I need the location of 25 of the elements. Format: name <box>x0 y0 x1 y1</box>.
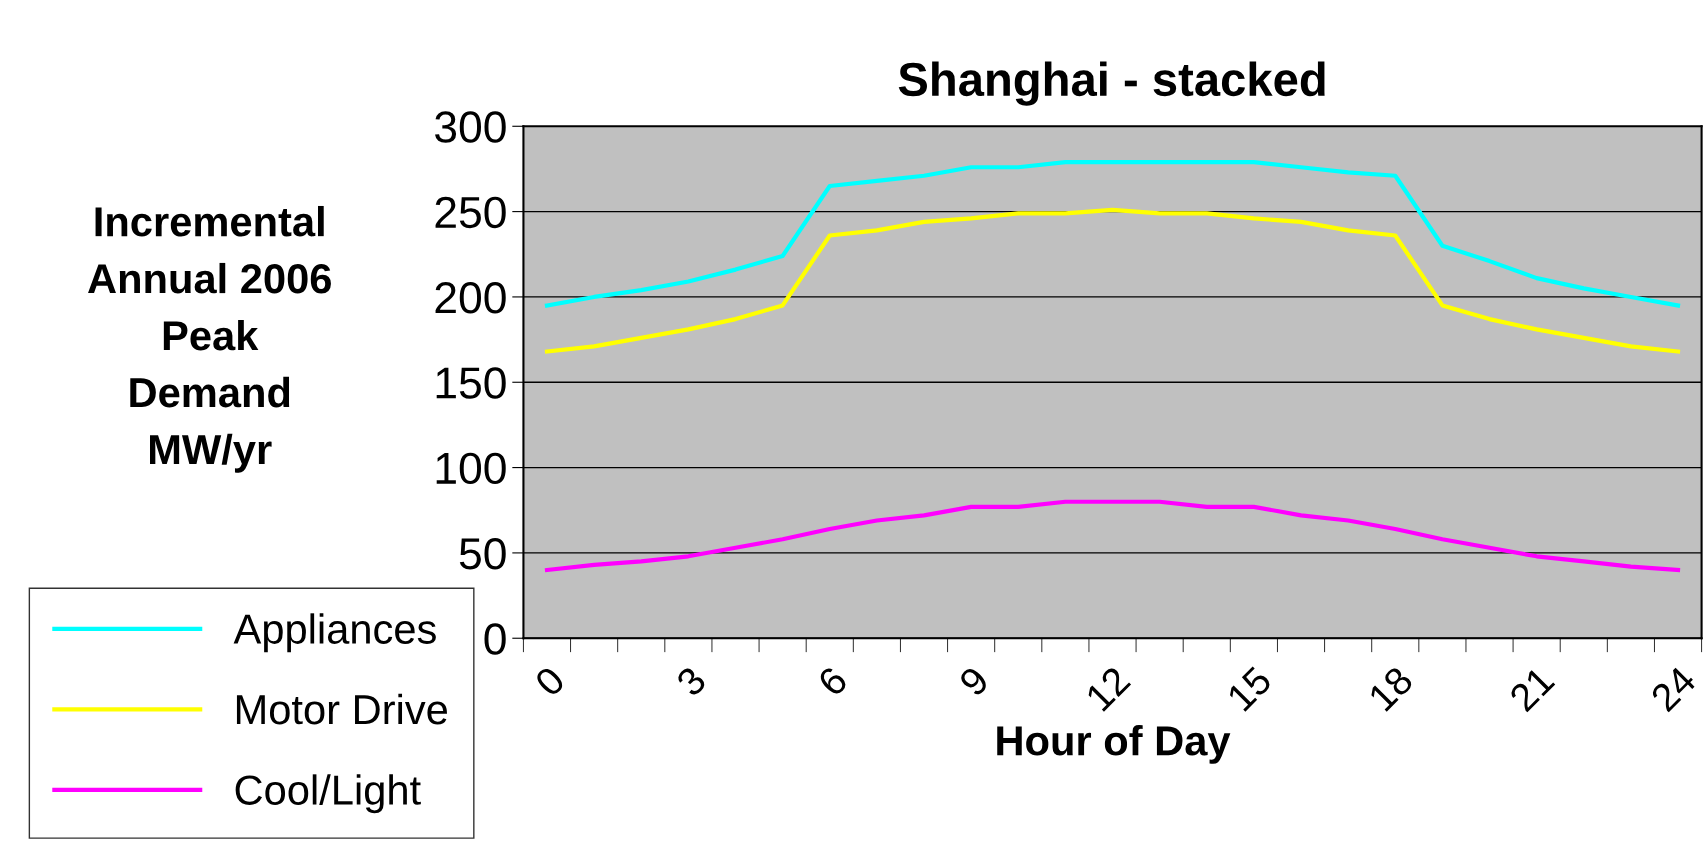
y-tick-label: 250 <box>435 196 506 229</box>
line-series <box>544 160 1681 308</box>
chart-title: Shanghai - stacked <box>898 61 1325 106</box>
line-series <box>544 499 1681 573</box>
legend-label: Motor Drive <box>236 693 447 725</box>
x-tick-label: 21 <box>1508 665 1556 713</box>
x-tick-label: 6 <box>816 665 849 698</box>
x-tick-label: 15 <box>1226 665 1273 712</box>
legend-label: Appliances <box>233 613 436 653</box>
line-series <box>544 207 1681 354</box>
x-tick-label: 0 <box>533 665 567 698</box>
y-tick-label: 200 <box>435 282 506 314</box>
y-tick-label: 50 <box>459 537 506 570</box>
y-tick-label: 150 <box>436 367 506 399</box>
x-tick-label: 9 <box>957 665 991 698</box>
x-axis-title: Hour of Day <box>997 725 1231 764</box>
y-tick-label: 300 <box>435 111 506 143</box>
x-tick-label: 3 <box>674 665 708 698</box>
x-tick-label: 18 <box>1367 665 1415 712</box>
y-tick-label: 0 <box>484 623 506 655</box>
legend-label: Cool/Light <box>235 774 421 814</box>
y-tick-label: 100 <box>436 452 506 485</box>
x-tick-label: 12 <box>1084 665 1132 712</box>
y-axis-title: Incremental Annual 2006 Peak Demand MW/yr <box>88 205 331 473</box>
x-tick-label: 24 <box>1649 664 1698 713</box>
